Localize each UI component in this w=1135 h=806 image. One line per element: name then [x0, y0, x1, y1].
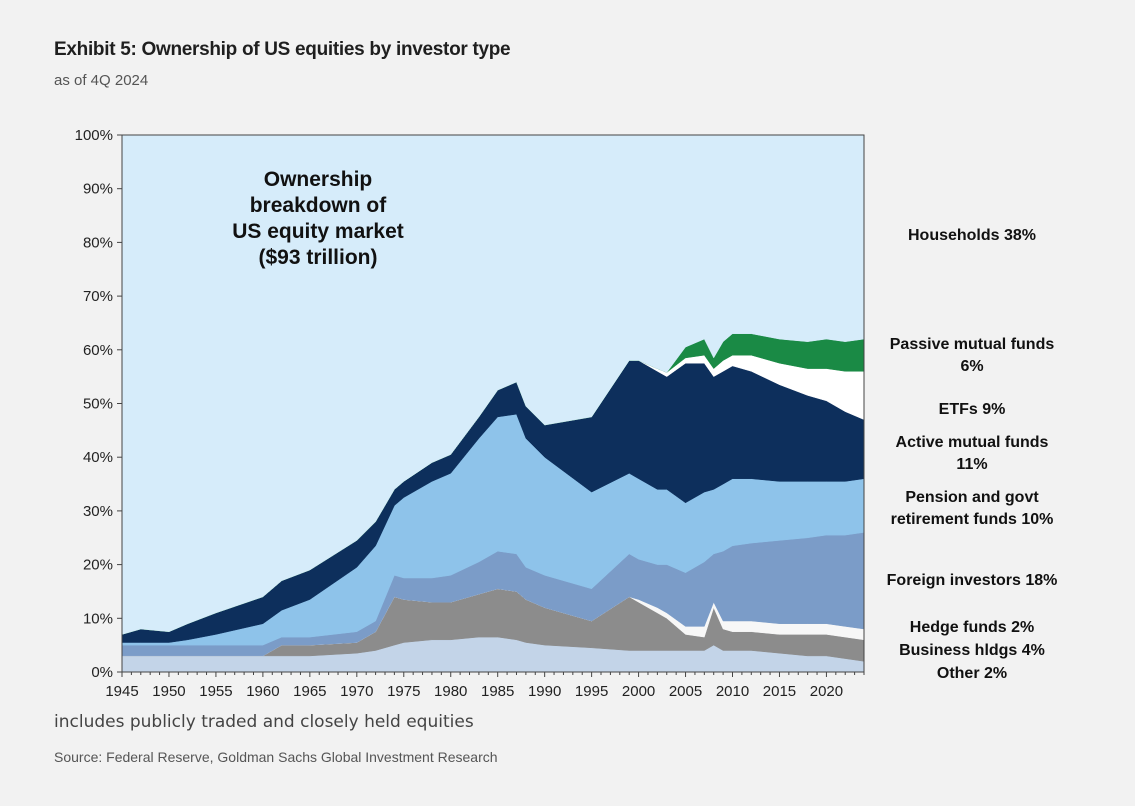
x-tick-label: 1990: [528, 683, 561, 700]
x-axis: 1945 1950 1955 1960 1965 1970 1975 1980 1985 1990…: [105, 672, 865, 700]
y-tick-label: 80%: [83, 234, 113, 251]
x-tick-label: 2010: [716, 683, 749, 700]
series-label-other-2: Other 2%: [937, 665, 1007, 682]
x-tick-label: 1975: [387, 683, 420, 700]
series-label-pension-and-govt-retirement-funds-10: Pension and govt: [905, 489, 1039, 506]
chart-title: Exhibit 5: Ownership of US equities by i…: [54, 39, 511, 60]
y-tick-label: 60%: [83, 342, 113, 359]
series-label-passive-mutual-funds-6: Passive mutual funds: [890, 336, 1055, 353]
x-tick-label: 1980: [434, 683, 467, 700]
series-label-active-mutual-funds-11: Active mutual funds: [896, 434, 1049, 451]
x-tick-label: 2020: [810, 683, 843, 700]
y-tick-label: 90%: [83, 181, 113, 198]
y-tick-label: 100%: [75, 127, 113, 144]
series-label-hedge-funds-2: Hedge funds 2%: [910, 619, 1034, 636]
footnote: includes publicly traded and closely hel…: [54, 712, 474, 732]
y-tick-label: 70%: [83, 288, 113, 305]
source-note: Source: Federal Reserve, Goldman Sachs G…: [54, 749, 498, 765]
x-tick-label: 1970: [340, 683, 373, 700]
x-tick-label: 1950: [152, 683, 185, 700]
series-label-passive-mutual-funds-6: 6%: [960, 358, 983, 375]
chart-subtitle: as of 4Q 2024: [54, 72, 149, 89]
series-label-pension-and-govt-retirement-funds-10: retirement funds 10%: [891, 511, 1054, 528]
x-tick-label: 2005: [669, 683, 702, 700]
x-tick-label: 1995: [575, 683, 608, 700]
y-tick-label: 0%: [91, 664, 113, 681]
chart-annotation: Ownership breakdown of US equity market ($9…: [232, 168, 404, 269]
x-tick-label: 1955: [199, 683, 232, 700]
x-tick-label: 2000: [622, 683, 655, 700]
x-tick-label: 1965: [293, 683, 326, 700]
y-tick-label: 20%: [83, 557, 113, 574]
y-tick-label: 40%: [83, 449, 113, 466]
x-tick-label: 1960: [246, 683, 279, 700]
series-labels: Households 38% Passive mutual funds 6% ETFs…: [887, 227, 1058, 682]
y-tick-label: 10%: [83, 610, 113, 627]
x-tick-label: 1985: [481, 683, 514, 700]
series-label-foreign-investors-18: Foreign investors 18%: [887, 572, 1058, 589]
annotation-line: ($93 trillion): [258, 246, 377, 269]
x-tick-label: 2015: [763, 683, 796, 700]
x-tick-label: 1945: [105, 683, 138, 700]
y-axis: 0% 10% 20% 30% 40% 50% 60% 70% 80% 90% 100%: [75, 127, 122, 681]
area-series-group: [121, 134, 865, 673]
series-label-etfs-9: ETFs 9%: [939, 401, 1006, 418]
annotation-line: US equity market: [232, 220, 404, 243]
annotation-line: breakdown of: [250, 194, 388, 217]
y-tick-label: 30%: [83, 503, 113, 520]
series-label-active-mutual-funds-11: 11%: [956, 456, 987, 473]
annotation-line: Ownership: [264, 168, 373, 191]
y-tick-label: 50%: [83, 396, 113, 413]
series-label-business-hldgs-4: Business hldgs 4%: [899, 642, 1045, 659]
series-label-households-38: Households 38%: [908, 227, 1036, 244]
